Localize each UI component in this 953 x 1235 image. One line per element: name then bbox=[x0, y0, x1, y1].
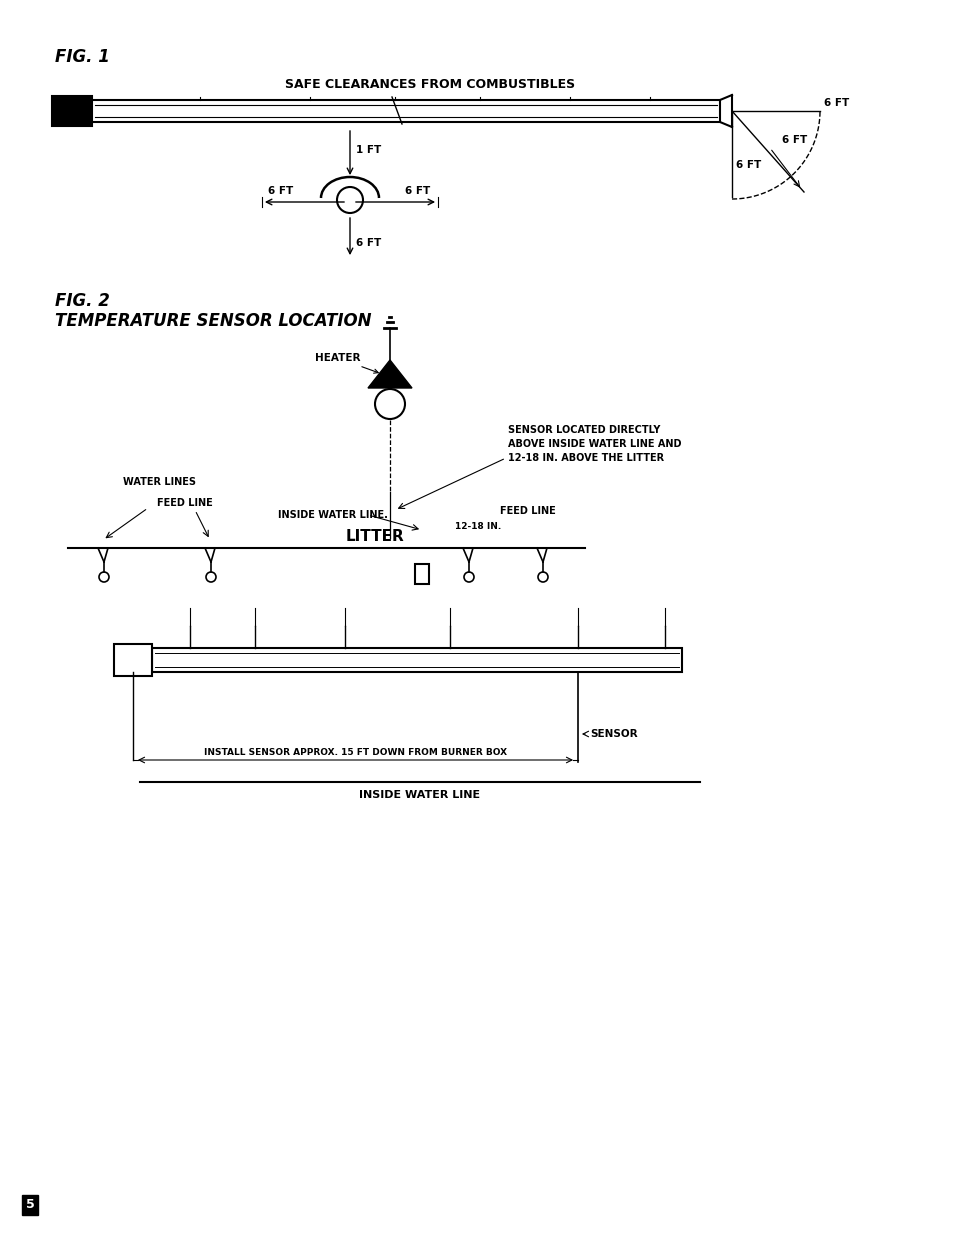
Text: LITTER: LITTER bbox=[345, 529, 404, 543]
Bar bbox=[113, 643, 152, 676]
Circle shape bbox=[206, 572, 215, 582]
Circle shape bbox=[537, 572, 547, 582]
Text: FEED LINE: FEED LINE bbox=[157, 498, 213, 508]
Text: SENSOR: SENSOR bbox=[589, 729, 637, 739]
Text: SAFE CLEARANCES FROM COMBUSTIBLES: SAFE CLEARANCES FROM COMBUSTIBLES bbox=[285, 78, 575, 91]
Polygon shape bbox=[368, 359, 412, 388]
Text: FIG. 2: FIG. 2 bbox=[55, 291, 110, 310]
Bar bbox=[152, 648, 681, 672]
Circle shape bbox=[375, 389, 405, 419]
Text: 6 FT: 6 FT bbox=[823, 98, 848, 107]
Text: 6 FT: 6 FT bbox=[781, 135, 806, 144]
Circle shape bbox=[99, 572, 109, 582]
Circle shape bbox=[463, 572, 474, 582]
Circle shape bbox=[336, 186, 363, 212]
Text: HEATER: HEATER bbox=[314, 353, 377, 373]
Text: INSIDE WATER LINE: INSIDE WATER LINE bbox=[359, 790, 480, 800]
Text: 1 FT: 1 FT bbox=[355, 144, 381, 156]
Bar bbox=[70, 100, 720, 122]
Text: 6 FT: 6 FT bbox=[355, 238, 381, 248]
Bar bbox=[415, 564, 429, 584]
Text: FIG. 1: FIG. 1 bbox=[55, 48, 110, 65]
Text: 5: 5 bbox=[26, 1198, 34, 1212]
Text: INSIDE WATER LINE.: INSIDE WATER LINE. bbox=[277, 510, 388, 520]
Text: 6 FT: 6 FT bbox=[268, 186, 293, 196]
Text: INSTALL SENSOR APPROX. 15 FT DOWN FROM BURNER BOX: INSTALL SENSOR APPROX. 15 FT DOWN FROM B… bbox=[204, 748, 507, 757]
Text: SENSOR LOCATED DIRECTLY
ABOVE INSIDE WATER LINE AND
12-18 IN. ABOVE THE LITTER: SENSOR LOCATED DIRECTLY ABOVE INSIDE WAT… bbox=[507, 425, 680, 463]
Text: TEMPERATURE SENSOR LOCATION: TEMPERATURE SENSOR LOCATION bbox=[55, 312, 371, 330]
Text: FEED LINE: FEED LINE bbox=[499, 506, 556, 516]
Text: WATER LINES: WATER LINES bbox=[123, 477, 196, 487]
Bar bbox=[52, 96, 91, 126]
Text: 6 FT: 6 FT bbox=[735, 161, 760, 170]
Text: 6 FT: 6 FT bbox=[405, 186, 430, 196]
Text: 12-18 IN.: 12-18 IN. bbox=[455, 522, 500, 531]
